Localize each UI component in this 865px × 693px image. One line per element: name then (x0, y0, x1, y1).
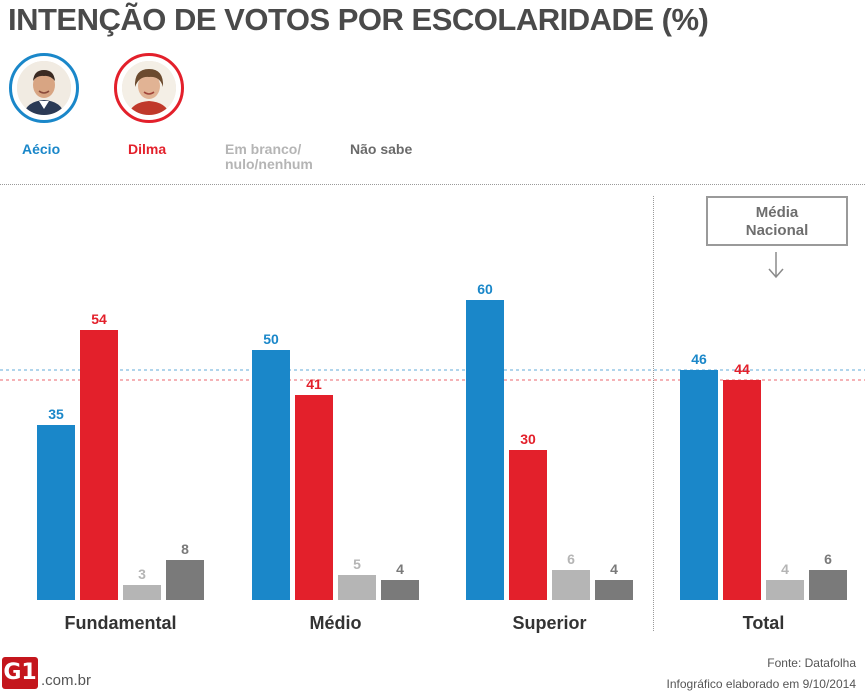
arrow-down-icon (768, 252, 784, 279)
legend-dilma: Dilma (128, 141, 167, 157)
dilma-avatar (114, 53, 184, 123)
logo-domain: .com.br (41, 672, 92, 689)
category-label-superior: Superior (512, 613, 586, 633)
category-label-fundamental: Fundamental (64, 613, 176, 633)
category-label-medio: Médio (310, 613, 362, 633)
value-label-fundamental-em-branco-nulo-nenhum: 3 (138, 566, 146, 582)
aecio-avatar (9, 53, 79, 123)
bar-fundamental-em-branco-nulo-nenhum (123, 585, 161, 600)
bar-medio-aecio (252, 350, 290, 600)
chart-title: INTENÇÃO DE VOTOS POR ESCOLARIDADE (%) (8, 2, 709, 37)
value-label-superior-em-branco-nulo-nenhum: 6 (567, 551, 575, 567)
value-label-total-aecio: 46 (691, 351, 707, 367)
infographic-date: Infográfico elaborado em 9/10/2014 (666, 677, 856, 691)
value-label-medio-nao-sabe: 4 (396, 561, 404, 577)
value-label-superior-nao-sabe: 4 (610, 561, 618, 577)
bar-fundamental-aecio (37, 425, 75, 600)
bar-superior-dilma (509, 450, 547, 600)
value-label-medio-aecio: 50 (263, 331, 279, 347)
bar-medio-nao-sabe (381, 580, 419, 600)
source-note: Fonte: Datafolha (767, 656, 856, 670)
bar-superior-aecio (466, 300, 504, 600)
media-nacional-line1: Média (755, 204, 799, 221)
bar-total-em-branco-nulo-nenhum (766, 580, 804, 600)
aecio-portrait-icon (17, 61, 71, 115)
dilma-portrait-icon (122, 61, 176, 115)
bar-total-aecio (680, 370, 718, 600)
total-divider (653, 196, 654, 631)
legend-branco-line2: nulo/nenhum (225, 156, 313, 172)
value-label-superior-dilma: 30 (520, 431, 536, 447)
legend-aecio: Aécio (22, 141, 61, 157)
bar-total-nao-sabe (809, 570, 847, 600)
category-label-total: Total (743, 613, 785, 633)
bar-medio-dilma (295, 395, 333, 600)
media-nacional-box: Média Nacional (706, 196, 848, 246)
value-label-total-nao-sabe: 6 (824, 551, 832, 567)
legend-nao-sabe: Não sabe (350, 141, 413, 157)
legend-branco-line1: Em branco/ (225, 141, 302, 157)
header-divider (0, 184, 865, 185)
bar-total-dilma (723, 380, 761, 600)
bar-superior-nao-sabe (595, 580, 633, 600)
value-label-fundamental-nao-sabe: 8 (181, 541, 189, 557)
bar-fundamental-dilma (80, 330, 118, 600)
bar-fundamental-nao-sabe (166, 560, 204, 600)
value-label-superior-aecio: 60 (477, 281, 493, 297)
value-label-total-em-branco-nulo-nenhum: 4 (781, 561, 789, 577)
value-label-fundamental-dilma: 54 (91, 311, 107, 327)
g1-logo: G1 (2, 657, 38, 689)
media-nacional-line2: Nacional (745, 222, 809, 239)
value-label-fundamental-aecio: 35 (48, 406, 64, 422)
legend-branco: Em branco/ nulo/nenhum (225, 142, 335, 172)
value-label-total-dilma: 44 (734, 361, 750, 377)
bar-medio-em-branco-nulo-nenhum (338, 575, 376, 600)
bar-superior-em-branco-nulo-nenhum (552, 570, 590, 600)
value-label-medio-em-branco-nulo-nenhum: 5 (353, 556, 361, 572)
value-label-medio-dilma: 41 (306, 376, 322, 392)
